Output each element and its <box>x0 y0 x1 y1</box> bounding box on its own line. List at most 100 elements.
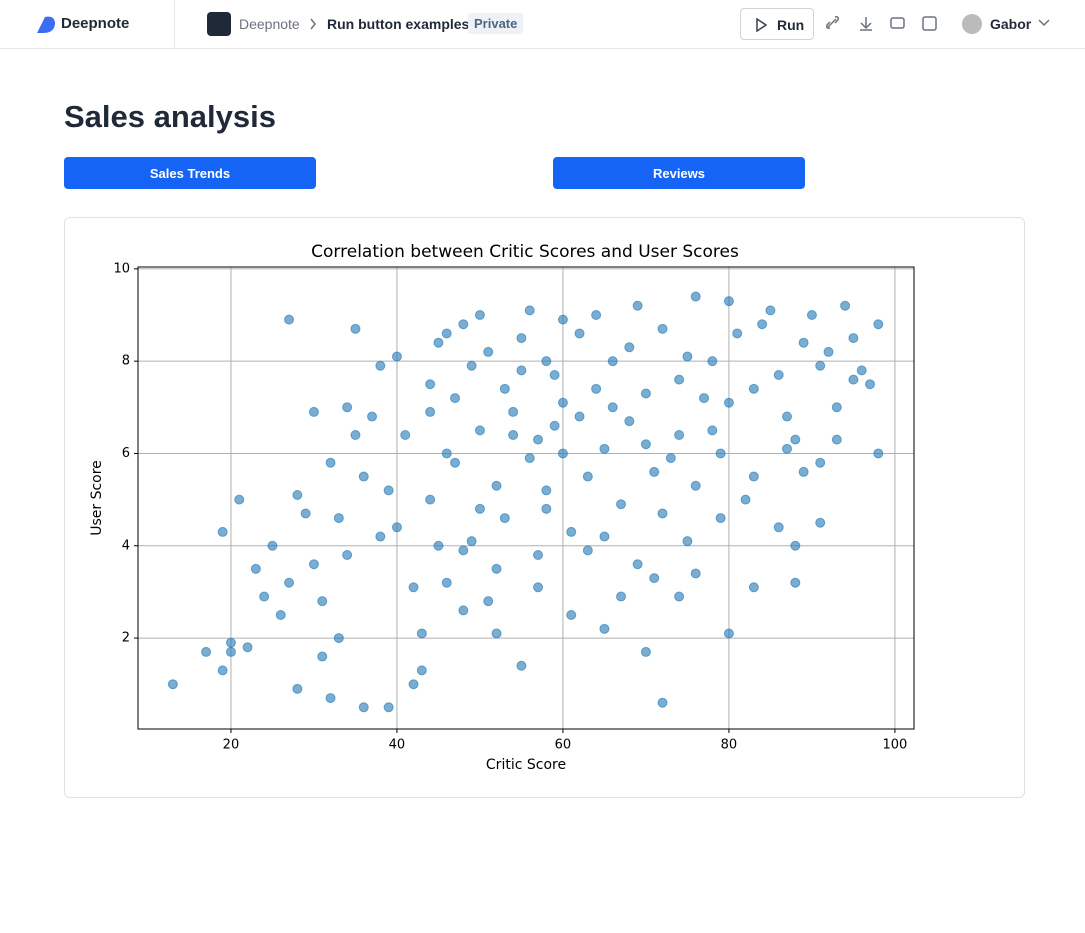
x-tick-label: 60 <box>555 738 572 753</box>
notebook-name[interactable]: Run button examples <box>327 16 470 32</box>
point <box>665 453 676 464</box>
point <box>599 443 610 454</box>
point <box>201 646 212 657</box>
point <box>524 453 535 464</box>
chart: Correlation between Critic Scores and Us… <box>89 242 915 773</box>
point <box>433 540 444 551</box>
point <box>474 503 485 514</box>
point <box>533 434 544 445</box>
point <box>707 425 718 436</box>
point <box>674 430 685 440</box>
point <box>640 388 651 399</box>
point <box>317 651 328 662</box>
x-label: Critic Score <box>486 757 566 773</box>
point <box>491 480 502 491</box>
point <box>325 457 336 468</box>
point <box>782 411 793 422</box>
point <box>400 430 411 440</box>
point <box>715 448 726 459</box>
point <box>425 494 436 505</box>
point <box>441 328 452 339</box>
point <box>416 665 427 676</box>
point <box>557 397 568 408</box>
button[interactable]: Reviews <box>553 157 805 189</box>
point <box>292 490 303 500</box>
avatar[interactable] <box>962 14 982 34</box>
point <box>632 559 643 570</box>
point <box>549 370 560 380</box>
point <box>723 296 734 307</box>
point <box>848 374 859 385</box>
point <box>674 591 685 602</box>
point <box>375 360 386 371</box>
point <box>284 314 295 325</box>
point <box>350 323 361 334</box>
point <box>516 333 527 344</box>
point <box>225 637 236 648</box>
badge: Private <box>468 13 524 34</box>
point <box>773 370 784 380</box>
header: Deepnote Deepnote Run button examples Pr… <box>0 0 1085 49</box>
point <box>657 323 668 334</box>
point <box>690 480 701 491</box>
page-title: Sales analysis <box>64 99 276 134</box>
divider <box>174 0 175 48</box>
point <box>433 337 444 348</box>
point <box>217 526 228 537</box>
dropdown[interactable] <box>1038 18 1050 28</box>
point <box>499 513 510 524</box>
point <box>599 623 610 634</box>
point <box>217 665 228 676</box>
point <box>723 397 734 408</box>
point <box>458 605 469 616</box>
point <box>516 660 527 671</box>
point <box>607 356 618 367</box>
point <box>383 485 394 496</box>
point <box>491 563 502 574</box>
user-name[interactable]: Gabor <box>990 16 1032 32</box>
y-tick-label: 8 <box>122 354 130 369</box>
point <box>524 305 535 316</box>
point <box>508 430 519 440</box>
point <box>267 540 278 551</box>
point <box>566 610 577 620</box>
point <box>649 573 660 584</box>
point <box>408 582 419 593</box>
button[interactable]: Sales Trends <box>64 157 316 189</box>
point <box>699 393 710 404</box>
point <box>790 434 801 445</box>
point <box>848 333 859 344</box>
point <box>873 448 884 459</box>
point <box>333 633 344 644</box>
point <box>242 642 253 653</box>
point <box>350 430 361 440</box>
point <box>632 300 643 311</box>
x-tick-label: 100 <box>882 738 907 753</box>
workspace[interactable]: Deepnote <box>239 16 300 32</box>
point <box>591 383 602 394</box>
point <box>748 582 759 593</box>
point <box>308 406 319 417</box>
point <box>425 406 436 417</box>
point <box>599 531 610 542</box>
point <box>367 411 378 422</box>
point <box>549 420 560 431</box>
point <box>831 402 842 413</box>
run-button[interactable]: Run <box>740 8 814 40</box>
point <box>815 517 826 528</box>
point <box>757 319 768 330</box>
point <box>234 494 245 505</box>
point <box>690 291 701 302</box>
point <box>466 360 477 371</box>
point <box>640 646 651 657</box>
toolbar-icons[interactable] <box>824 14 944 34</box>
point <box>474 310 485 320</box>
point <box>616 499 627 510</box>
point <box>358 702 369 713</box>
point <box>458 319 469 330</box>
point <box>640 439 651 450</box>
point <box>541 485 552 496</box>
point <box>292 683 303 694</box>
